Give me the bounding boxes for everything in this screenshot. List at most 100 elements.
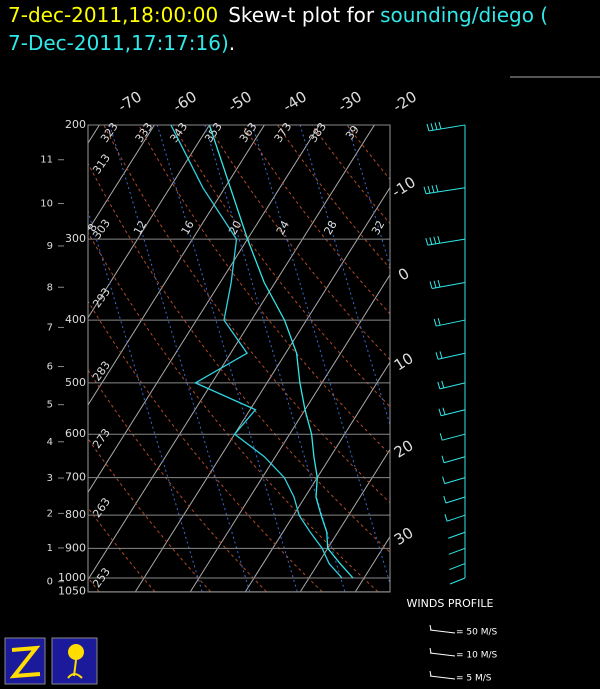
moist-label: 12 xyxy=(131,218,149,237)
wind-barb xyxy=(445,496,466,504)
wind-feather xyxy=(435,184,439,193)
y-tick-label: 200 xyxy=(65,118,86,131)
wind-feather xyxy=(437,381,441,390)
isotherm xyxy=(299,448,390,592)
header-title: Skew-t plot for xyxy=(228,3,375,27)
plot-area xyxy=(88,125,390,592)
dry-adiabat xyxy=(88,162,390,553)
height-tick-label: 5 xyxy=(47,400,53,411)
wind-barb xyxy=(437,352,466,360)
y-tick-label: 400 xyxy=(65,313,86,326)
height-tick-label: 6 xyxy=(47,362,53,373)
wind-barb xyxy=(444,477,466,485)
wind-barb xyxy=(442,433,466,441)
wind-feather xyxy=(439,351,443,359)
isotherm xyxy=(88,125,320,494)
y-tick-label: 700 xyxy=(65,471,86,484)
wind-feather xyxy=(438,408,442,416)
wind-feather xyxy=(433,280,437,288)
isotherm xyxy=(88,125,265,406)
sounding-trace xyxy=(170,124,343,579)
wind-barb xyxy=(448,547,466,555)
wind-feather xyxy=(431,185,435,193)
wind-barb xyxy=(448,531,466,539)
wind-feather xyxy=(444,514,448,522)
height-tick-label: 3 xyxy=(47,473,53,484)
height-tick-label: 1 xyxy=(47,543,53,554)
moist-adiabat xyxy=(347,125,390,268)
wind-feather xyxy=(443,495,447,504)
wind-feather xyxy=(442,476,446,484)
y-tick-label: 1000 xyxy=(58,571,86,584)
wind-barb xyxy=(439,382,466,390)
isotherm xyxy=(244,361,390,592)
wind-feather xyxy=(423,186,427,194)
moist-label: 16 xyxy=(179,218,197,237)
isotherm xyxy=(88,125,155,232)
isotherm xyxy=(88,125,375,581)
legend-barb xyxy=(429,629,456,634)
legend-barb xyxy=(429,652,456,657)
legend-title: WINDS PROFILE xyxy=(407,597,494,610)
wind-barb xyxy=(436,319,466,327)
legend-feather xyxy=(429,670,432,677)
wind-feather xyxy=(442,407,446,415)
wind-barb xyxy=(446,514,466,522)
dry-adiabat xyxy=(88,369,267,592)
moist-adiabat xyxy=(88,209,203,592)
header-source: sounding/diego ( xyxy=(380,3,548,27)
wind-feather xyxy=(426,123,430,132)
height-tick-label: 8 xyxy=(47,282,53,293)
header-source-time: 7-Dec-2011,17:17:16) xyxy=(8,31,229,55)
height-tick-label: 10 xyxy=(40,198,53,209)
y-tick-label: 800 xyxy=(65,508,86,521)
moist-adiabat xyxy=(204,125,346,592)
moist-label: 32 xyxy=(369,218,387,237)
moist-label: 20 xyxy=(226,218,244,237)
wind-feather xyxy=(433,236,437,244)
wind-feather xyxy=(439,433,443,441)
wind-feather xyxy=(425,237,429,246)
wind-barb xyxy=(427,238,466,246)
legend-barb xyxy=(429,675,456,680)
moist-adiabat xyxy=(109,125,251,592)
logo-right xyxy=(51,637,98,685)
logo-balloon xyxy=(68,644,84,660)
dry-adiabat xyxy=(88,437,211,592)
dry-adiabat xyxy=(138,125,390,455)
wind-feather xyxy=(429,281,433,289)
legend-label: = 10 M/S xyxy=(456,651,498,661)
height-tick-label: 9 xyxy=(47,241,53,252)
logo-z xyxy=(9,645,41,679)
wind-feather xyxy=(427,186,431,194)
moist-adiabat xyxy=(252,125,390,586)
height-tick-label: 4 xyxy=(47,437,53,448)
wind-barb xyxy=(431,281,466,289)
header-line-1: 7-dec-2011,18:00:00 Skew-t plot for soundi… xyxy=(8,3,548,27)
wind-feather xyxy=(437,279,441,288)
height-tick-label: 11 xyxy=(40,155,53,166)
legend-label: = 50 M/S xyxy=(456,628,498,638)
wind-feather xyxy=(429,237,433,245)
wind-feather xyxy=(435,352,439,360)
moist-label: 24 xyxy=(274,218,292,237)
legend-feather xyxy=(429,647,432,654)
wind-feather xyxy=(441,380,445,389)
logo-left xyxy=(4,637,46,685)
logo-string xyxy=(67,659,83,679)
wind-feather xyxy=(430,123,434,131)
wind-barb xyxy=(443,456,466,464)
y-tick-label: 300 xyxy=(65,232,86,245)
wind-feather xyxy=(441,455,445,463)
wind-barb xyxy=(425,187,466,195)
isotherm xyxy=(134,186,390,592)
moist-label: 28 xyxy=(321,218,339,237)
wind-feather xyxy=(434,122,438,130)
y-tick-label: 600 xyxy=(65,427,86,440)
moist-adiabat xyxy=(156,125,298,592)
y-tick-label: 1050 xyxy=(58,585,86,598)
y-tick-label: 900 xyxy=(65,541,86,554)
header-end: . xyxy=(229,31,235,55)
moist-adiabat xyxy=(299,125,390,427)
